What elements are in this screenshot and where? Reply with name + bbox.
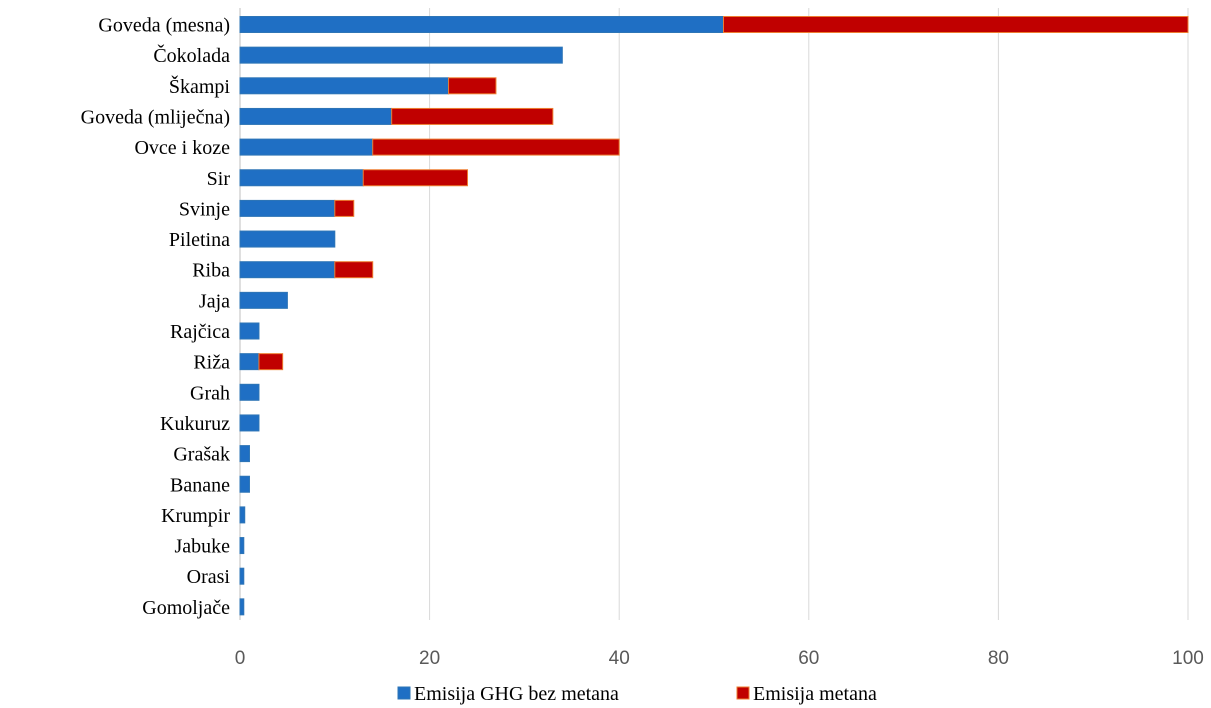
bar-segment-ghg bbox=[239, 107, 393, 125]
category-label: Goveda (mesna) bbox=[98, 15, 230, 37]
bar-segment-methane bbox=[391, 107, 554, 125]
bar-segment-ghg bbox=[239, 77, 450, 95]
category-label: Škampi bbox=[169, 74, 231, 98]
category-label: Jaja bbox=[199, 290, 230, 312]
x-tick-label: 60 bbox=[798, 648, 819, 669]
category-label: Riba bbox=[192, 260, 230, 282]
bar-segment-ghg bbox=[239, 16, 724, 33]
category-label: Banane bbox=[170, 474, 230, 496]
bar-segment-ghg bbox=[239, 506, 246, 524]
category-label: Sir bbox=[207, 168, 231, 190]
x-tick-label: 20 bbox=[419, 648, 440, 669]
x-tick-label: 40 bbox=[609, 648, 630, 669]
bar-segment-ghg bbox=[239, 414, 260, 432]
bar-segment-ghg bbox=[239, 567, 245, 585]
bar-segment-ghg bbox=[239, 475, 250, 493]
bars bbox=[239, 16, 1189, 616]
bar-segment-ghg bbox=[239, 199, 336, 217]
bar-segment-methane bbox=[372, 138, 620, 156]
x-tick-label: 80 bbox=[988, 648, 1009, 669]
category-label: Grašak bbox=[173, 444, 230, 466]
category-labels: Goveda (mesna) Čokolada Škampi Goveda (mlij… bbox=[81, 15, 231, 619]
bar-segment-methane bbox=[448, 77, 497, 95]
legend-swatch bbox=[736, 686, 750, 700]
category-label: Krumpir bbox=[161, 505, 230, 527]
bar-segment-methane bbox=[722, 16, 1189, 33]
category-label: Ovce i koze bbox=[134, 137, 230, 159]
bar-segment-ghg bbox=[239, 322, 260, 340]
bar-segment-ghg bbox=[239, 169, 364, 187]
grid-lines bbox=[239, 8, 1189, 620]
x-tick-label: 100 bbox=[1172, 648, 1204, 669]
category-label: Kukuruz bbox=[160, 413, 230, 435]
category-label: Svinje bbox=[179, 198, 230, 220]
bar-segment-ghg bbox=[239, 46, 563, 64]
bar-segment-methane bbox=[258, 353, 284, 371]
bar-segment-ghg bbox=[239, 261, 336, 279]
bar-segment-methane bbox=[334, 261, 374, 279]
category-label: Rajčica bbox=[170, 321, 230, 343]
bar-segment-ghg bbox=[239, 383, 260, 401]
bar-segment-methane bbox=[334, 199, 355, 217]
category-label: Jabuke bbox=[174, 536, 230, 558]
category-label: Piletina bbox=[169, 229, 230, 251]
bar-segment-ghg bbox=[239, 353, 260, 371]
bar-segment-ghg bbox=[239, 598, 245, 616]
category-label: Čokolada bbox=[153, 43, 230, 67]
legend-label: Emisija metana bbox=[753, 683, 877, 705]
bar-segment-ghg bbox=[239, 291, 288, 309]
legend: Emisija GHG bez metana Emisija metana bbox=[397, 683, 877, 705]
category-label: Grah bbox=[190, 382, 230, 404]
legend-label: Emisija GHG bez metana bbox=[414, 683, 619, 705]
category-label: Orasi bbox=[187, 566, 231, 588]
x-tick-labels: 0 20 40 60 80 100 bbox=[235, 648, 1204, 669]
bar-segment-ghg bbox=[239, 230, 336, 248]
bar-segment-methane bbox=[362, 169, 469, 187]
category-label: Goveda (mliječna) bbox=[81, 106, 230, 128]
legend-swatch bbox=[397, 686, 411, 700]
bar-segment-ghg bbox=[239, 445, 250, 463]
x-tick-label: 0 bbox=[235, 648, 246, 669]
bar-segment-ghg bbox=[239, 537, 245, 555]
category-label: Gomoljače bbox=[142, 597, 230, 619]
category-label: Riža bbox=[193, 352, 230, 374]
bar-segment-ghg bbox=[239, 138, 374, 156]
